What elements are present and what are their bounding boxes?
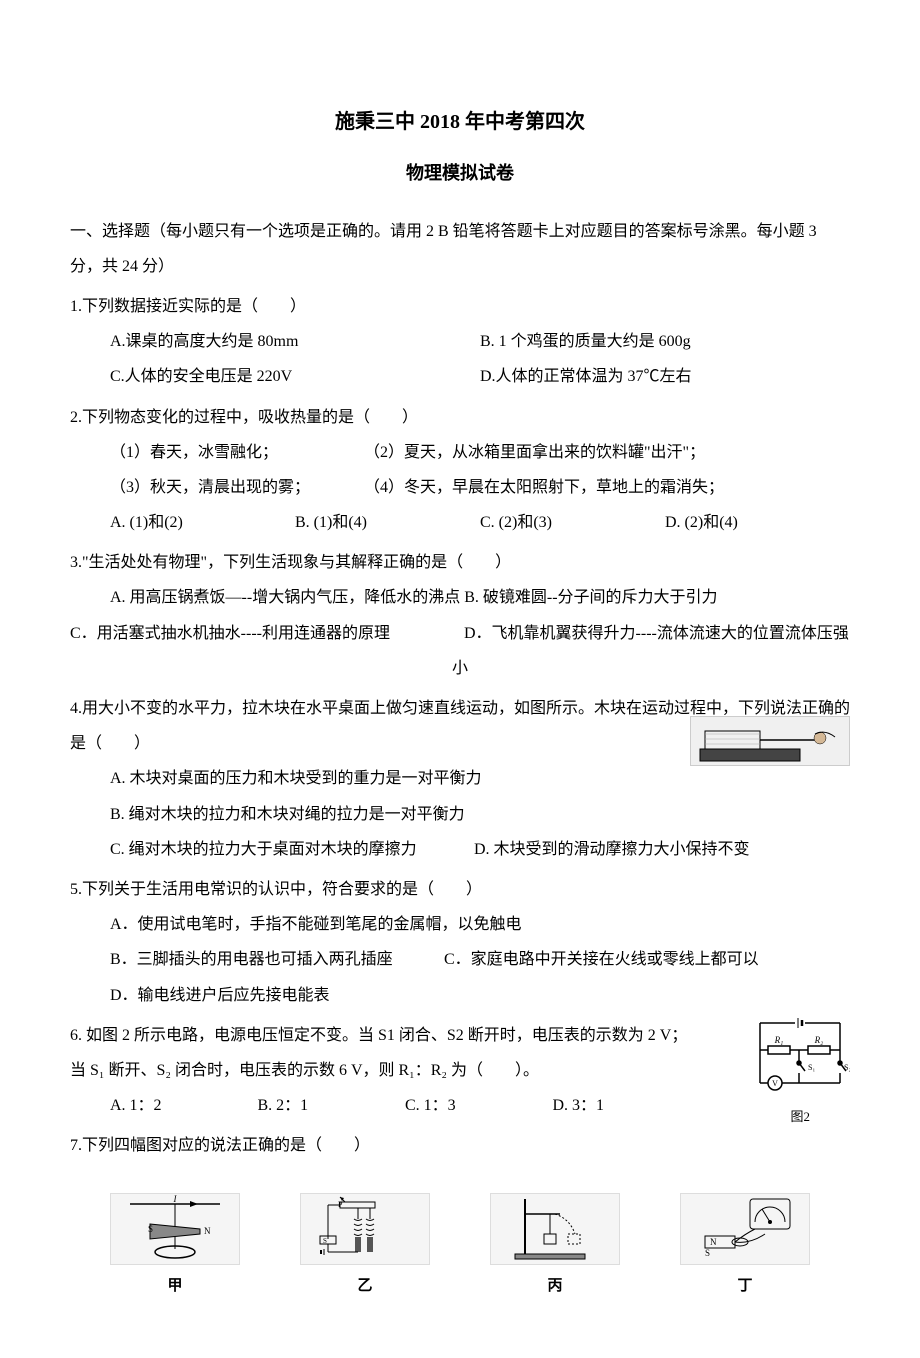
svg-text:S: S <box>323 1237 327 1245</box>
question-7: 7.下列四幅图对应的说法正确的是（ ） I S N 甲 <box>70 1128 850 1303</box>
q3-option-d-cont: 小 <box>70 651 850 686</box>
q5-stem: 5.下列关于生活用电常识的认识中，符合要求的是（ ） <box>70 872 850 907</box>
question-4: 4.用大小不变的水平力，拉木块在水平桌面上做匀速直线运动，如图所示。木块在运动过… <box>70 691 850 867</box>
svg-text:S₂: S₂ <box>844 1063 850 1072</box>
q2-option-b: B. (1)和(4) <box>295 505 480 540</box>
section-header-1: 一、选择题（每小题只有一个选项是正确的。请用 2 B 铅笔将答题卡上对应题目的答… <box>70 214 850 284</box>
q7-caption-b: 乙 <box>357 1270 372 1303</box>
q6-circuit-figure: R₁ R₂ S₁ S₂ V <box>750 1013 850 1103</box>
q1-stem: 1.下列数据接近实际的是（ ） <box>70 289 850 324</box>
svg-text:S₁: S₁ <box>808 1063 815 1072</box>
title-main: 施秉三中 2018 年中考第四次 <box>70 100 850 144</box>
q3-option-b: B. 破镜难圆--分子间的斥力大于引力 <box>464 589 717 606</box>
svg-text:V: V <box>772 1079 778 1088</box>
q6-option-b: B. 2：1 <box>258 1088 406 1123</box>
q2-sub4: （4）冬天，早晨在太阳照射下，草地上的霜消失； <box>364 479 724 496</box>
q6-option-d: D. 3：1 <box>553 1088 701 1123</box>
q5-option-a: A．使用试电笔时，手指不能碰到笔尾的金属帽，以免触电 <box>70 907 850 942</box>
q4-figure <box>690 716 850 766</box>
q3-option-a: A. 用高压锅煮饭—--增大锅内气压，降低水的沸点 <box>110 589 460 606</box>
svg-text:R₁: R₁ <box>774 1035 784 1045</box>
q2-option-a: A. (1)和(2) <box>110 505 295 540</box>
q4-option-d: D. 木块受到的滑动摩擦力大小保持不变 <box>474 841 750 858</box>
q7-caption-c: 丙 <box>547 1270 562 1303</box>
q7-caption-d: 丁 <box>737 1270 752 1303</box>
q7-figure-b: P S <box>295 1193 435 1303</box>
svg-text:S: S <box>148 1224 153 1234</box>
svg-text:R₂: R₂ <box>814 1035 824 1045</box>
question-3: 3."生活处处有物理"，下列生活现象与其解释正确的是（ ） A. 用高压锅煮饭—… <box>70 545 850 686</box>
q6-figure-label: 图2 <box>790 1103 810 1132</box>
q5-option-b: B．三脚插头的用电器也可插入两孔插座 <box>110 942 440 977</box>
q7-stem: 7.下列四幅图对应的说法正确的是（ ） <box>70 1128 850 1163</box>
q6-option-a: A. 1：2 <box>110 1088 258 1123</box>
q1-option-c: C.人体的安全电压是 220V <box>110 359 480 394</box>
q7-figure-d: N S 丁 <box>675 1193 815 1303</box>
q3-stem: 3."生活处处有物理"，下列生活现象与其解释正确的是（ ） <box>70 545 850 580</box>
q2-sub3: （3）秋天，清晨出现的雾； <box>110 470 360 505</box>
q2-sub2: （2）夏天，从冰箱里面拿出来的饮料罐"出汗"； <box>364 444 705 461</box>
q3-option-c: C．用活塞式抽水机抽水----利用连通器的原理 <box>70 616 460 651</box>
svg-text:N: N <box>710 1237 717 1247</box>
q2-sub1: （1）春天，冰雪融化； <box>110 435 360 470</box>
q6-option-c: C. 1：3 <box>405 1088 553 1123</box>
question-1: 1.下列数据接近实际的是（ ） A.课桌的高度大约是 80mm B. 1 个鸡蛋… <box>70 289 850 395</box>
svg-text:N: N <box>204 1226 211 1236</box>
q3-option-d: D．飞机靠机翼获得升力----流体流速大的位置流体压强 <box>464 625 849 642</box>
q2-option-c: C. (2)和(3) <box>480 505 665 540</box>
q5-option-c: C．家庭电路中开关接在火线或零线上都可以 <box>444 951 759 968</box>
q4-option-b: B. 绳对木块的拉力和木块对绳的拉力是一对平衡力 <box>70 797 850 832</box>
q2-stem: 2.下列物态变化的过程中，吸收热量的是（ ） <box>70 400 850 435</box>
title-sub: 物理模拟试卷 <box>70 154 850 194</box>
q1-option-a: A.课桌的高度大约是 80mm <box>110 324 480 359</box>
q7-figure-c: 丙 <box>485 1193 625 1303</box>
q6-stem-part1: 6. 如图 2 所示电路，电源电压恒定不变。当 S1 闭合、S2 断开时，电压表… <box>70 1018 850 1053</box>
q1-option-d: D.人体的正常体温为 37℃左右 <box>480 359 850 394</box>
question-6: R₁ R₂ S₁ S₂ V 图2 6. 如图 2 所示电路，电源电压恒定不变。当… <box>70 1018 850 1124</box>
q2-option-d: D. (2)和(4) <box>665 505 850 540</box>
q1-option-b: B. 1 个鸡蛋的质量大约是 600g <box>480 324 850 359</box>
svg-text:S: S <box>705 1248 710 1258</box>
q4-option-c: C. 绳对木块的拉力大于桌面对木块的摩擦力 <box>110 832 470 867</box>
q7-figure-a: I S N 甲 <box>105 1193 245 1303</box>
question-5: 5.下列关于生活用电常识的认识中，符合要求的是（ ） A．使用试电笔时，手指不能… <box>70 872 850 1013</box>
q7-caption-a: 甲 <box>167 1270 182 1303</box>
q4-option-a: A. 木块对桌面的压力和木块受到的重力是一对平衡力 <box>70 761 850 796</box>
q5-option-d: D．输电线进户后应先接电能表 <box>70 978 850 1013</box>
svg-text:I: I <box>173 1194 178 1204</box>
q6-stem-part2: 当 S₁ 断开、S₂ 闭合时，电压表的示数 6 V，则 R₁：R₂ 为（ ）。 <box>70 1053 850 1088</box>
question-2: 2.下列物态变化的过程中，吸收热量的是（ ） （1）春天，冰雪融化； （2）夏天… <box>70 400 850 541</box>
